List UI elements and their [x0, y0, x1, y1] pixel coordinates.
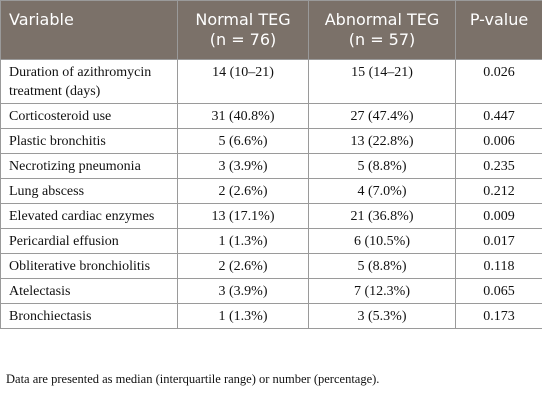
table-cell: 13 (17.1%)	[177, 203, 309, 229]
table-cell: 27 (47.4%)	[308, 103, 456, 129]
table-row: Bronchiectasis 1 (1.3%) 3 (5.3%) 0.173	[0, 303, 542, 329]
table-cell: 0.006	[455, 128, 542, 154]
table-cell: 0.447	[455, 103, 542, 129]
table-cell: Lung abscess	[0, 178, 178, 204]
data-table: Variable Normal TEG (n = 76) Abnormal TEG (n…	[0, 0, 542, 329]
header-cell: P-value	[455, 0, 542, 60]
table-row: Plastic bronchitis 5 (6.6%) 13 (22.8%) 0.00…	[0, 128, 542, 154]
table-cell: 0.026	[455, 59, 542, 104]
table-row: Corticosteroid use 31 (40.8%) 27 (47.4%) 0.…	[0, 103, 542, 129]
table-cell: 0.017	[455, 228, 542, 254]
table-cell: 5 (8.8%)	[308, 153, 456, 179]
header-text: Abnormal TEG	[324, 10, 440, 29]
table-row: Pericardial effusion 1 (1.3%) 6 (10.5%) 0.0…	[0, 228, 542, 254]
table-cell: 2 (2.6%)	[177, 178, 309, 204]
table-row: Atelectasis 3 (3.9%) 7 (12.3%) 0.065	[0, 278, 542, 304]
header-cell: Variable	[0, 0, 178, 60]
table-cell: 0.009	[455, 203, 542, 229]
header-text: Normal TEG	[195, 10, 291, 29]
header-cell: Normal TEG (n = 76)	[177, 0, 309, 60]
table-cell: 0.235	[455, 153, 542, 179]
table-cell: Atelectasis	[0, 278, 178, 304]
table-cell: 5 (6.6%)	[177, 128, 309, 154]
footnote: Data are presented as median (interquart…	[6, 372, 380, 386]
table-body: Duration of azithromycin treatment (days…	[0, 59, 542, 329]
table-cell: 14 (10–21)	[177, 59, 309, 104]
table-cell: 0.212	[455, 178, 542, 204]
table-cell: 6 (10.5%)	[308, 228, 456, 254]
header-text: P-value	[469, 10, 529, 29]
table-cell: 3 (3.9%)	[177, 278, 309, 304]
table-cell: 4 (7.0%)	[308, 178, 456, 204]
table-cell: Elevated cardiac enzymes	[0, 203, 178, 229]
header-cell: Abnormal TEG (n = 57)	[308, 0, 456, 60]
table-row: Elevated cardiac enzymes 13 (17.1%) 21 (36…	[0, 203, 542, 229]
table-cell: 1 (1.3%)	[177, 303, 309, 329]
header-text: (n = 57)	[348, 30, 416, 49]
table-cell: 31 (40.8%)	[177, 103, 309, 129]
table-cell: 7 (12.3%)	[308, 278, 456, 304]
header-row: Variable Normal TEG (n = 76) Abnormal TEG (n…	[0, 0, 542, 60]
table-row: Duration of azithromycin treatment (days…	[0, 59, 542, 104]
table-cell: 0.173	[455, 303, 542, 329]
table-cell: 15 (14–21)	[308, 59, 456, 104]
header-text: Variable	[9, 10, 74, 29]
table-cell: 0.065	[455, 278, 542, 304]
table-cell: Obliterative bronchiolitis	[0, 253, 178, 279]
table-cell: 2 (2.6%)	[177, 253, 309, 279]
table-row: Obliterative bronchiolitis 2 (2.6%) 5 (8.8…	[0, 253, 542, 279]
table-cell: 0.118	[455, 253, 542, 279]
table-cell: Bronchiectasis	[0, 303, 178, 329]
table-cell: 13 (22.8%)	[308, 128, 456, 154]
header-text: (n = 76)	[209, 30, 277, 49]
table-cell: 5 (8.8%)	[308, 253, 456, 279]
table-cell: 21 (36.8%)	[308, 203, 456, 229]
table-cell: Corticosteroid use	[0, 103, 178, 129]
table-cell: Pericardial effusion	[0, 228, 178, 254]
table-cell: Duration of azithromycin treatment (days…	[0, 59, 178, 104]
table-row: Lung abscess 2 (2.6%) 4 (7.0%) 0.212	[0, 178, 542, 204]
table-cell: Plastic bronchitis	[0, 128, 178, 154]
table-cell: Necrotizing pneumonia	[0, 153, 178, 179]
table-row: Necrotizing pneumonia 3 (3.9%) 5 (8.8%) 0.2…	[0, 153, 542, 179]
table-cell: 3 (3.9%)	[177, 153, 309, 179]
table-cell: 1 (1.3%)	[177, 228, 309, 254]
table-cell: 3 (5.3%)	[308, 303, 456, 329]
